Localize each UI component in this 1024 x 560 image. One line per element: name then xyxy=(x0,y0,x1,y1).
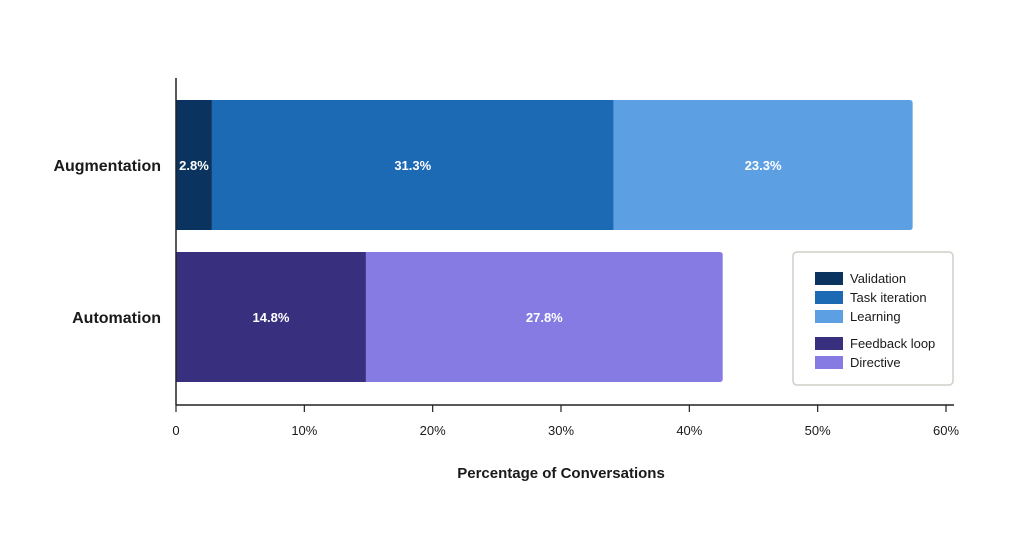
x-tick-label: 20% xyxy=(420,423,446,438)
x-ticks-layer: 0 10% 20% 30% 40% 50% 60% xyxy=(172,405,959,438)
x-tick-label: 0 xyxy=(172,423,179,438)
x-tick-label: 40% xyxy=(676,423,702,438)
category-label-automation: Automation xyxy=(72,310,161,327)
bar-segment-learning xyxy=(613,100,913,230)
bar-value-label-directive: 27.8% xyxy=(526,310,563,325)
bar-value-label-task-iteration: 31.3% xyxy=(394,158,431,173)
legend-label-validation: Validation xyxy=(850,271,906,286)
x-tick-label: 30% xyxy=(548,423,574,438)
bar-segment-feedback-loop xyxy=(176,252,366,382)
legend: Validation Task iteration Learning Feedback… xyxy=(792,251,954,386)
legend-box xyxy=(792,251,954,386)
x-tick-label: 50% xyxy=(805,423,831,438)
bar-value-label-validation: 2.8% xyxy=(179,158,209,173)
x-tick-label: 10% xyxy=(291,423,317,438)
category-labels-layer: Augmentation Automation xyxy=(53,158,161,327)
legend-label-task-iteration: Task iteration xyxy=(850,290,927,305)
legend-swatch-feedback-loop xyxy=(815,337,843,350)
legend-swatch-validation xyxy=(815,272,843,285)
category-label-augmentation: Augmentation xyxy=(53,158,161,175)
bar-value-label-learning: 23.3% xyxy=(745,158,782,173)
legend-label-directive: Directive xyxy=(850,355,901,370)
bar-labels-layer: 2.8% 31.3% 23.3% 14.8% 27.8% xyxy=(179,158,782,325)
legend-label-learning: Learning xyxy=(850,309,901,324)
axes-layer xyxy=(175,78,954,406)
bar-segment-directive xyxy=(365,252,723,382)
bar-segment-validation xyxy=(176,100,212,230)
legend-swatch-learning xyxy=(815,310,843,323)
x-axis-title: Percentage of Conversations xyxy=(457,465,665,482)
bars-layer xyxy=(176,100,913,382)
legend-label-feedback-loop: Feedback loop xyxy=(850,336,935,351)
legend-swatch-directive xyxy=(815,356,843,369)
bar-segment-task-iteration xyxy=(211,100,614,230)
x-tick-label: 60% xyxy=(933,423,959,438)
bar-value-label-feedback-loop: 14.8% xyxy=(253,310,290,325)
legend-swatch-task-iteration xyxy=(815,291,843,304)
